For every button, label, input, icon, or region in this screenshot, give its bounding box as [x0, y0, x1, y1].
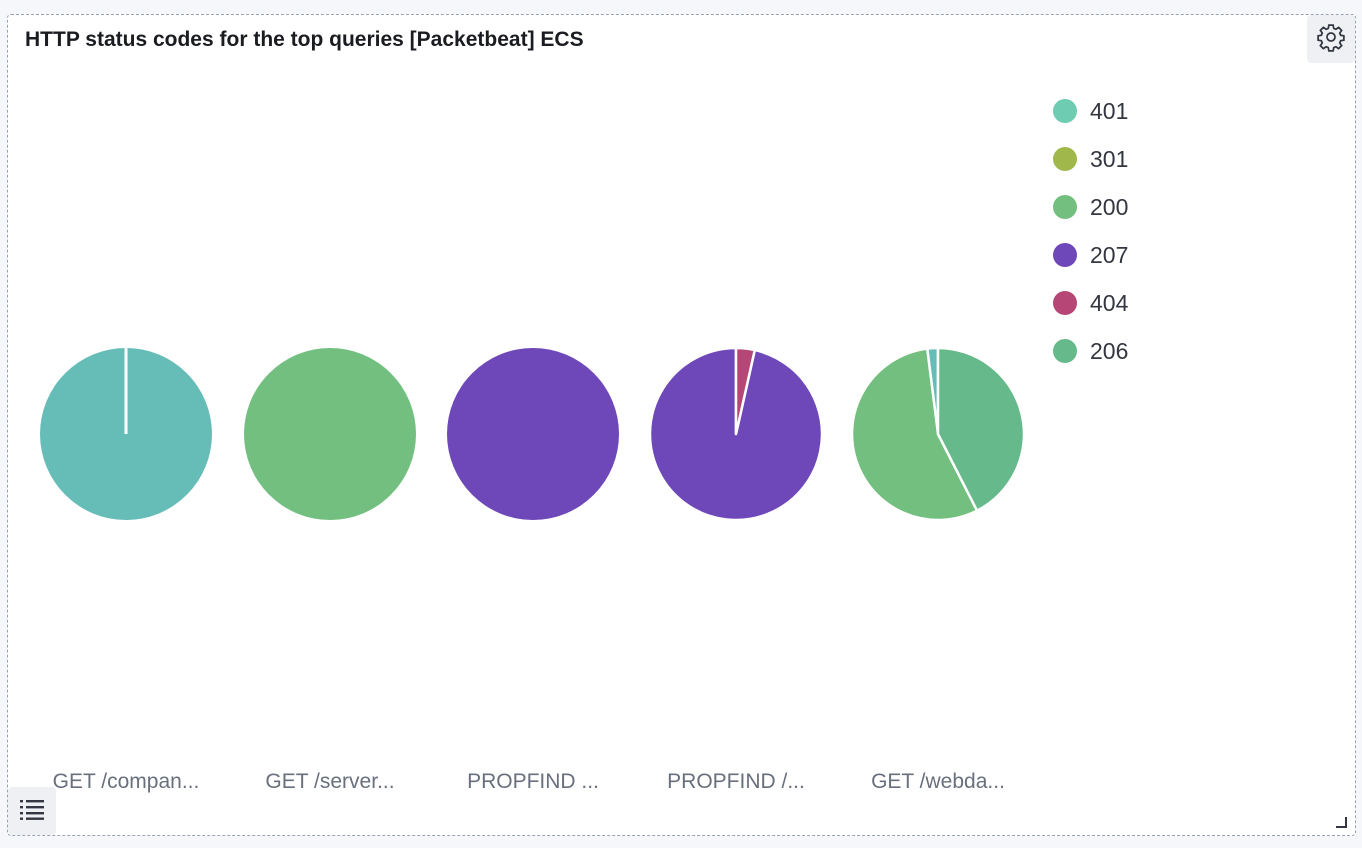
legend-label: 206 [1090, 337, 1129, 364]
legend-label: 301 [1090, 145, 1129, 172]
legend-swatch [1053, 339, 1077, 363]
list-icon [19, 798, 45, 825]
legend-item-301[interactable]: 301 [1053, 135, 1128, 183]
legend-swatch [1053, 147, 1077, 171]
legend-label: 200 [1090, 193, 1129, 220]
legend-label: 207 [1090, 241, 1129, 268]
legend-item-200[interactable]: 200 [1053, 183, 1128, 231]
legend-swatch [1053, 291, 1077, 315]
visualization-panel: HTTP status codes for the top queries [P… [7, 14, 1356, 836]
pie-category-label: PROPFIND /... [667, 770, 805, 793]
pie-2 [244, 348, 416, 520]
legend-label: 401 [1090, 97, 1129, 124]
pie-1 [40, 348, 212, 520]
legend-item-206[interactable]: 206 [1053, 327, 1128, 375]
pie-category-label: GET /compan... [52, 770, 200, 793]
pie-4 [648, 346, 824, 522]
pie-slice-206[interactable] [936, 346, 1026, 512]
pie-slice-200[interactable] [850, 347, 979, 522]
legend-swatch [1053, 99, 1077, 123]
pie-chart [40, 346, 1026, 522]
pie-3 [447, 348, 619, 520]
chart-legend: 401 301 200 207 404 206 [1053, 87, 1128, 375]
resize-corner-icon[interactable] [1335, 815, 1347, 828]
pie-category-label: GET /server... [265, 770, 395, 793]
pie-5 [850, 346, 1026, 522]
legend-item-404[interactable]: 404 [1053, 279, 1128, 327]
legend-toggle-button[interactable] [8, 787, 56, 835]
legend-item-207[interactable]: 207 [1053, 231, 1128, 279]
gear-icon [1316, 22, 1346, 57]
legend-swatch [1053, 243, 1077, 267]
pie-slice-404[interactable] [734, 346, 757, 436]
legend-swatch [1053, 195, 1077, 219]
panel-settings-button[interactable] [1307, 15, 1355, 63]
pie-category-label: GET /webda... [871, 770, 1005, 793]
panel-title: HTTP status codes for the top queries [P… [25, 28, 584, 51]
legend-label: 404 [1090, 289, 1129, 316]
pie-category-label: PROPFIND ... [467, 770, 599, 793]
pie-slice-200[interactable] [244, 348, 416, 520]
legend-item-401[interactable]: 401 [1053, 87, 1128, 135]
pie-slice-207[interactable] [447, 348, 619, 520]
